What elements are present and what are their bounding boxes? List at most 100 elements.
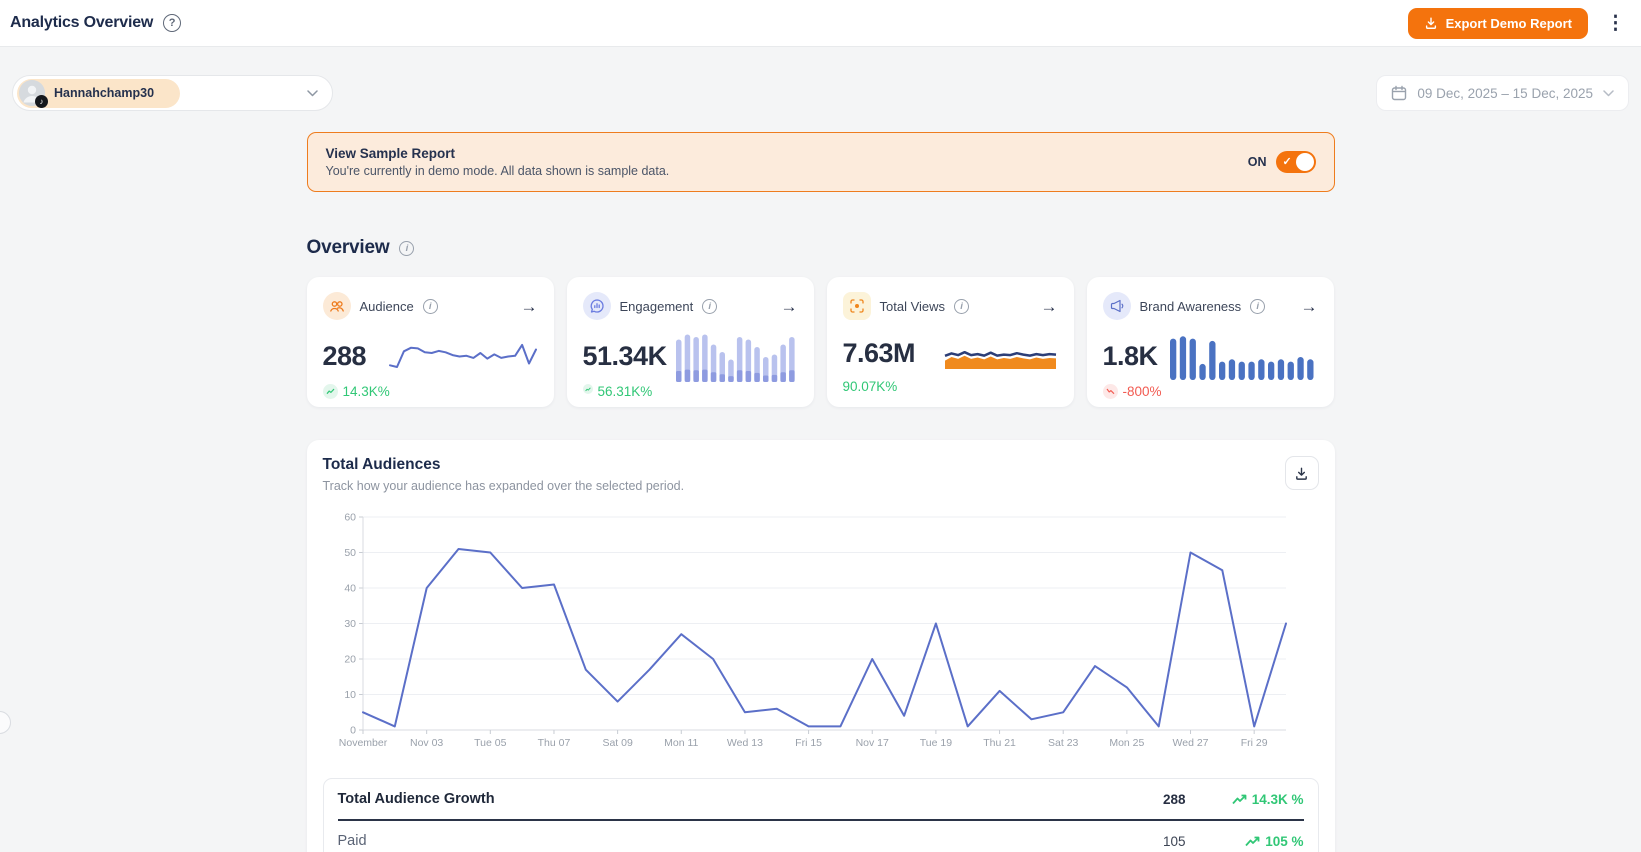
total-audiences-title: Total Audiences [322,456,441,473]
svg-text:Thu 07: Thu 07 [537,737,570,749]
export-demo-report-button[interactable]: Export Demo Report [1407,7,1588,39]
svg-text:Fri 15: Fri 15 [795,737,822,749]
svg-text:50: 50 [344,547,356,559]
engagement-card[interactable]: Engagement i → 51.34K 56.31K% [566,277,814,407]
banner-description: You're currently in demo mode. All data … [325,164,670,178]
trend-up-icon [322,384,338,399]
views-sparkline [944,350,1056,369]
info-icon[interactable]: i [1250,298,1266,314]
brand-awareness-card-label: Brand Awareness [1139,298,1242,314]
sample-report-banner: View Sample Report You're currently in d… [306,132,1335,192]
trend-up-icon [1232,794,1247,805]
audience-sparkline [388,343,537,368]
chevron-down-icon [307,89,318,97]
date-range-picker[interactable]: 09 Dec, 2025 – 15 Dec, 2025 [1376,75,1629,111]
brand-awareness-icon [1102,292,1131,320]
svg-text:40: 40 [344,583,356,595]
help-icon[interactable]: ? [163,14,182,32]
banner-title: View Sample Report [325,146,456,161]
table-row[interactable]: Paid 105 105 % [338,821,1304,852]
tiktok-icon: ♪ [35,95,48,108]
trend-up-icon [1245,836,1260,847]
arrow-right-icon[interactable]: → [1300,296,1318,316]
demo-mode-toggle[interactable]: ✓ [1275,151,1316,173]
toggle-knob [1295,153,1314,171]
avatar: ♪ [19,80,48,108]
svg-text:30: 30 [344,618,356,630]
info-icon[interactable]: i [954,298,970,314]
arrow-right-icon[interactable]: → [1040,296,1058,316]
svg-text:Wed 13: Wed 13 [726,737,762,749]
total-views-card-label: Total Views [879,298,946,314]
drawer-handle[interactable] [0,711,11,734]
growth-header-value: 288 [1162,791,1186,807]
overview-title: Overview [306,237,390,258]
trend-up-icon [582,384,593,394]
svg-text:Wed 27: Wed 27 [1172,737,1208,749]
top-bar: Analytics Overview ? Export Demo Report … [0,0,1641,47]
svg-text:0: 0 [350,725,356,737]
paid-row-label: Paid [337,833,367,849]
svg-text:Fri 29: Fri 29 [1240,737,1267,749]
account-pill: ♪ Hannahchamp30 [17,78,181,108]
total-views-value: 7.63M [842,338,916,368]
brand-awareness-value: 1.8K [1102,340,1159,371]
svg-text:Nov 17: Nov 17 [855,737,888,749]
total-audiences-chart: 0 10 20 30 40 50 60 November Nov 03 Tue 05 Thu 07 S… [338,512,1287,749]
paid-row-value: 105 [1162,833,1186,849]
table-header-row: Total Audience Growth 288 14.3K % [337,779,1304,821]
audience-card-label: Audience [359,298,414,314]
svg-text:Sat 23: Sat 23 [1048,737,1079,749]
account-selector[interactable]: ♪ Hannahchamp30 [12,75,333,111]
total-views-card[interactable]: Total Views i → 7.63M 90.07K% [826,277,1074,407]
svg-text:20: 20 [344,654,356,666]
engagement-sparkline [675,334,795,382]
kebab-menu-icon[interactable]: ⋮ [1606,12,1625,34]
info-icon[interactable]: i [399,240,415,256]
svg-text:Mon 11: Mon 11 [664,737,698,749]
svg-text:Tue 05: Tue 05 [474,737,506,749]
growth-header-label: Total Audience Growth [337,791,495,807]
engagement-delta: 56.31K% [597,384,653,399]
growth-header-delta: 14.3K % [1251,791,1304,807]
toggle-state-label: ON [1247,155,1267,169]
total-views-icon [842,292,871,320]
audience-icon [322,292,351,320]
engagement-card-label: Engagement [619,298,694,314]
total-views-delta: 90.07K% [842,379,898,394]
audience-growth-table: Total Audience Growth 288 14.3K % Paid 1… [322,778,1319,852]
download-icon [1294,466,1309,481]
audience-value: 288 [322,340,367,371]
svg-text:Sat 09: Sat 09 [602,737,633,749]
chevron-down-icon [1603,89,1614,97]
date-range-value: 09 Dec, 2025 – 15 Dec, 2025 [1417,85,1593,101]
total-audiences-subtitle: Track how your audience has expanded ove… [322,479,685,493]
engagement-icon [582,292,611,320]
svg-text:Mon 25: Mon 25 [1109,737,1144,749]
engagement-value: 51.34K [582,340,668,371]
paid-row-delta: 105 % [1265,833,1304,849]
brand-awareness-card[interactable]: Brand Awareness i → 1.8K -800% [1086,277,1334,407]
check-icon: ✓ [1282,156,1292,168]
account-username: Hannahchamp30 [54,86,155,100]
chart-download-button[interactable] [1284,456,1319,490]
svg-text:10: 10 [344,689,356,701]
total-audiences-card: Total Audiences Track how your audience … [306,440,1335,852]
page-title: Analytics Overview [10,14,154,31]
arrow-right-icon[interactable]: → [780,296,798,316]
svg-text:Tue 19: Tue 19 [919,737,951,749]
calendar-icon [1391,85,1407,101]
svg-text:November: November [338,737,387,749]
audience-delta: 14.3K% [342,384,390,399]
export-demo-report-label: Export Demo Report [1445,15,1572,31]
info-icon[interactable]: i [702,298,718,314]
awareness-sparkline [1169,336,1313,380]
info-icon[interactable]: i [422,298,438,314]
trend-down-icon [1102,384,1118,399]
filters-row: ♪ Hannahchamp30 09 Dec, 2025 – 15 Dec, 2… [0,47,1641,111]
overview-cards: Audience i → 288 14.3K% Engagement [306,277,1335,407]
brand-awareness-delta: -800% [1122,384,1162,399]
arrow-right-icon[interactable]: → [520,296,538,316]
svg-text:60: 60 [344,512,356,524]
audience-card[interactable]: Audience i → 288 14.3K% [306,277,554,407]
